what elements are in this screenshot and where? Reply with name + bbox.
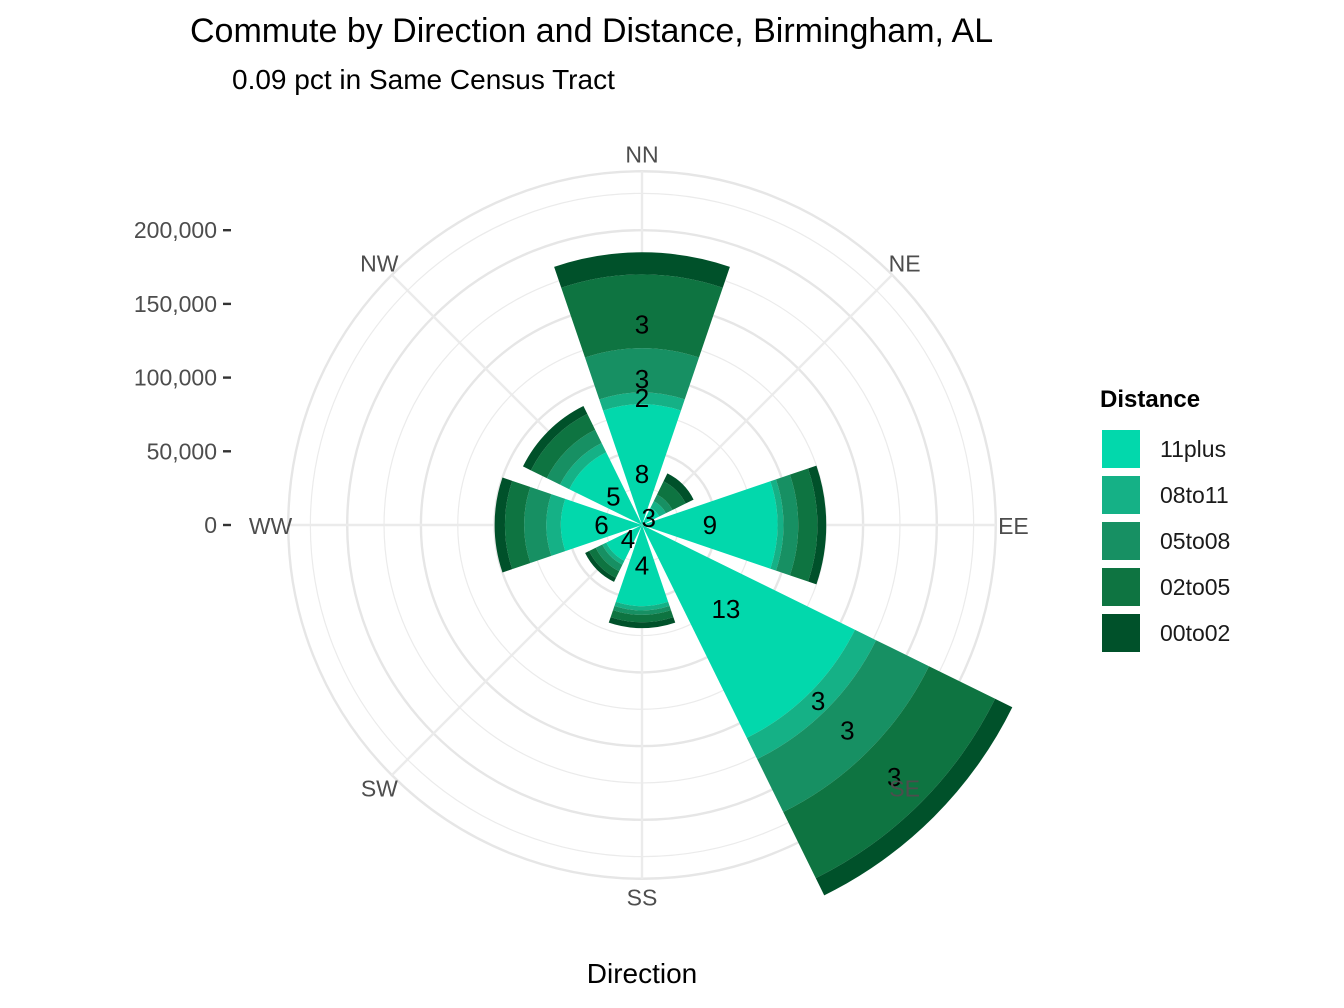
bar-segment xyxy=(775,474,799,576)
bar-value-label: 3 xyxy=(840,715,854,745)
bar-value-label: 3 xyxy=(811,686,825,716)
bar-segment xyxy=(608,617,676,629)
legend-title: Distance xyxy=(1100,386,1201,413)
legend-swatch xyxy=(1100,428,1142,470)
bars xyxy=(494,252,1013,896)
direction-label: WW xyxy=(249,513,293,539)
direction-label: NW xyxy=(360,250,399,276)
bar-segment xyxy=(615,525,669,607)
bar-value-label: 5 xyxy=(606,481,620,511)
direction-label: SS xyxy=(627,884,658,910)
radius-tick-label: 200,000 xyxy=(134,217,217,243)
bar-segment xyxy=(603,404,681,525)
legend-item-11plus: 11plus xyxy=(1100,426,1230,472)
legend-item-02to05: 02to05 xyxy=(1100,564,1230,610)
legend: Distance 11plus 08to11 05to08 02to05 00t… xyxy=(1100,386,1230,656)
bar-segment xyxy=(504,480,531,570)
radius-tick-label: 0 xyxy=(204,512,217,538)
legend-swatch xyxy=(1100,612,1142,654)
bar-segment xyxy=(589,547,620,578)
bar-segment xyxy=(561,274,723,358)
bar-segment xyxy=(606,525,642,561)
bar-segment xyxy=(642,507,660,525)
direction-label: NN xyxy=(625,142,658,168)
bar-segment xyxy=(494,477,513,573)
bar-value-label: 3 xyxy=(642,503,656,533)
bar-segment xyxy=(560,498,642,552)
bar-segment xyxy=(560,443,607,490)
bar-segment xyxy=(546,494,566,556)
legend-label: 11plus xyxy=(1160,435,1227,462)
bar-segment xyxy=(530,413,596,479)
grid-spoke xyxy=(641,274,893,526)
bar-value-label: 8 xyxy=(635,459,649,489)
bar-segment xyxy=(642,525,855,738)
direction-label: NE xyxy=(889,250,921,276)
bar-segment xyxy=(614,601,670,611)
bar-segment xyxy=(808,465,827,585)
bar-segment xyxy=(789,468,818,582)
bar-segment xyxy=(595,544,623,572)
direction-label: EE xyxy=(998,513,1029,539)
chart-subtitle: 0.09 pct in Same Census Tract xyxy=(232,64,615,95)
bar-value-label: 13 xyxy=(711,594,740,624)
legend-label: 05to08 xyxy=(1160,527,1231,554)
bar-value-label: 9 xyxy=(703,510,717,540)
bar-segment xyxy=(610,610,674,623)
legend-item-08to11: 08to11 xyxy=(1100,472,1230,518)
bar-segment xyxy=(815,698,1013,896)
radius-axis: 0 50,000 100,000 150,000 200,000 xyxy=(134,217,231,538)
bar-segment xyxy=(554,252,730,288)
bar-segment xyxy=(746,629,877,760)
x-axis-title: Direction xyxy=(586,958,698,989)
bar-segment xyxy=(522,405,588,471)
bar-segment xyxy=(613,605,671,615)
bar-segment xyxy=(656,481,686,511)
legend-label: 02to05 xyxy=(1160,573,1231,600)
bar-segment xyxy=(783,666,996,879)
bar-value-label: 4 xyxy=(621,524,635,554)
bar-segment xyxy=(663,473,694,504)
bar-segment xyxy=(770,479,784,571)
legend-swatch xyxy=(1100,566,1142,608)
bar-segment xyxy=(524,486,552,564)
bar-segment xyxy=(585,551,616,582)
legend-swatch xyxy=(1100,474,1142,516)
chart-title: Commute by Direction and Distance, Birmi… xyxy=(190,12,994,50)
bar-value-label: 3 xyxy=(635,364,649,394)
bar-segment xyxy=(569,452,642,525)
bar-value-label: 2 xyxy=(635,383,649,413)
bar-segment xyxy=(546,429,602,485)
direction-label: SE xyxy=(889,776,920,802)
bar-segment xyxy=(653,494,673,514)
bar-value-label: 3 xyxy=(635,310,649,340)
bar-segment xyxy=(584,348,700,400)
bar-value-label: 4 xyxy=(635,551,649,581)
bar-value-label: 3 xyxy=(887,762,901,792)
bar-segment xyxy=(642,481,778,569)
bar-segment xyxy=(650,501,666,517)
bar-segment xyxy=(602,542,625,565)
legend-item-00to02: 00to02 xyxy=(1100,610,1230,656)
radius-tick-label: 150,000 xyxy=(134,291,217,317)
legend-label: 00to02 xyxy=(1160,619,1231,646)
legend-label: 08to11 xyxy=(1160,481,1229,508)
legend-swatch xyxy=(1100,520,1142,562)
direction-labels: NN NE EE SE SS SW WW NW xyxy=(249,142,1029,911)
bar-value-label: 6 xyxy=(594,510,608,540)
direction-label: SW xyxy=(361,776,398,802)
legend-item-05to08: 05to08 xyxy=(1100,518,1230,564)
bar-segment xyxy=(599,392,685,411)
radius-tick-label: 50,000 xyxy=(147,438,217,464)
radius-tick-label: 100,000 xyxy=(134,365,217,391)
bar-segment xyxy=(757,640,929,812)
